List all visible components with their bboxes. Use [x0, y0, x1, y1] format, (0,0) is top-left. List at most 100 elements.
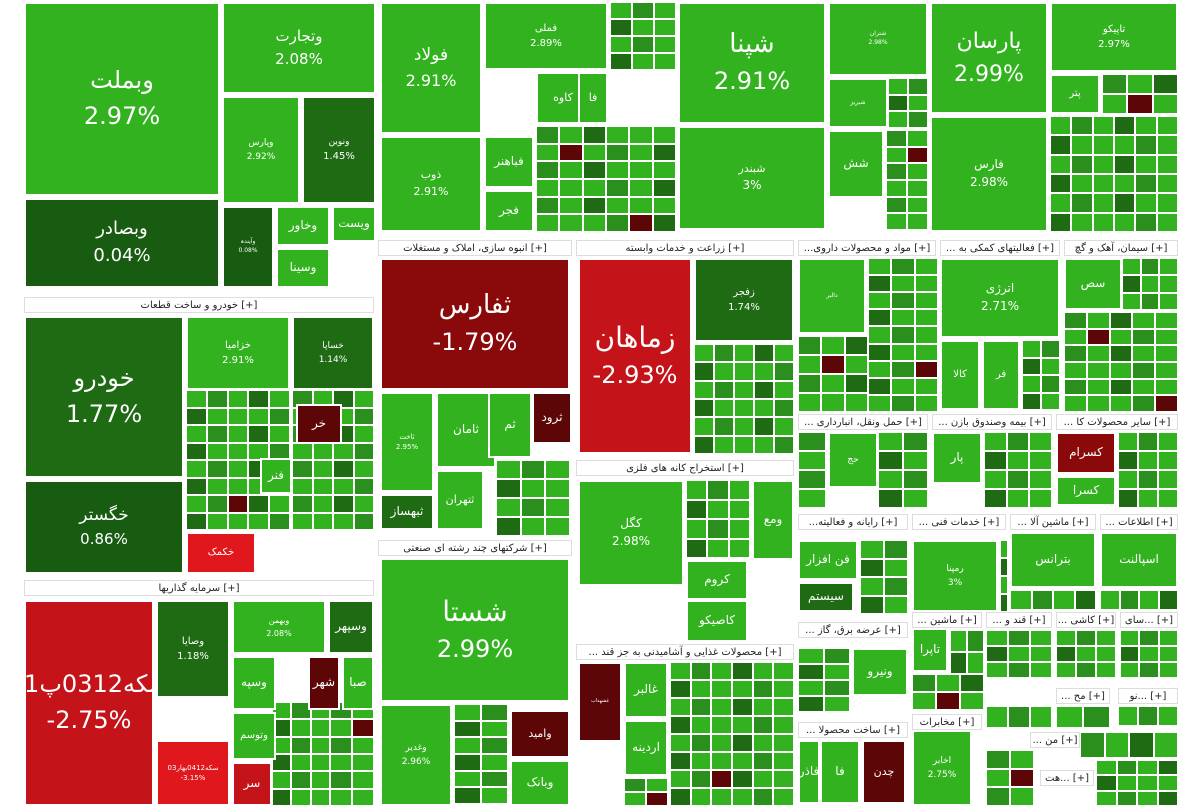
stock-cell-realestate[interactable]	[496, 479, 521, 498]
stock-cell-petchem[interactable]	[1050, 212, 1072, 232]
stock-cell-insurance[interactable]	[1006, 451, 1030, 470]
stock-cell-refinery[interactable]	[907, 180, 928, 197]
stock-cell-food[interactable]	[711, 716, 732, 734]
stock-cell-auto[interactable]	[292, 477, 313, 495]
stock-cell-agri[interactable]	[754, 435, 774, 454]
stock-cell-auto[interactable]	[227, 477, 249, 495]
stock-cell-s_hat[interactable]	[1116, 760, 1137, 776]
stock-cell-auto[interactable]	[292, 495, 313, 513]
stock-cell-misc4[interactable]	[1158, 662, 1178, 678]
stock-cell-auto[interactable]	[353, 460, 374, 478]
sector-header-rubber[interactable]: [+] ساخت محصولا ...	[798, 722, 908, 738]
stock-cell-petchem[interactable]	[1135, 154, 1157, 174]
stock-cell-transport[interactable]	[798, 489, 826, 508]
stock-cell-pharma[interactable]	[891, 360, 915, 378]
stock-cell-invest[interactable]	[272, 771, 292, 789]
stock-tile[interactable]: پار	[932, 432, 982, 484]
stock-cell-metals[interactable]	[652, 126, 676, 144]
stock-cell-pharma[interactable]	[844, 393, 868, 412]
stock-tile[interactable]: کسرام	[1056, 432, 1116, 474]
stock-cell-mining[interactable]	[707, 519, 729, 539]
stock-cell-mining[interactable]	[728, 519, 750, 539]
stock-cell-metals[interactable]	[559, 143, 583, 162]
stock-cell-othermin[interactable]	[1158, 489, 1178, 508]
stock-cell-food[interactable]	[732, 662, 753, 680]
stock-cell-mining[interactable]	[686, 538, 708, 558]
stock-cell-s_hat[interactable]	[1153, 732, 1178, 758]
stock-cell-refinery[interactable]	[886, 180, 907, 197]
stock-cell-metals[interactable]	[582, 161, 606, 179]
stock-cell-pharma[interactable]	[868, 326, 892, 344]
stock-cell-auto[interactable]	[333, 512, 354, 530]
stock-cell-pharma[interactable]	[798, 355, 822, 374]
stock-tile[interactable]: ثفارس -1.79%	[380, 258, 570, 390]
stock-cell-auto[interactable]	[206, 442, 228, 460]
stock-cell-realestate[interactable]	[520, 479, 546, 498]
stock-cell-metals[interactable]	[654, 19, 676, 36]
stock-cell-computer[interactable]	[884, 577, 908, 596]
stock-cell-auto[interactable]	[292, 460, 313, 478]
stock-cell-s_mah[interactable]	[1083, 706, 1110, 728]
stock-cell-invest[interactable]	[352, 788, 374, 806]
stock-cell-petchem[interactable]	[1071, 135, 1093, 155]
stock-cell-metals[interactable]	[629, 143, 653, 162]
stock-tile[interactable]: ونیرو	[852, 648, 908, 696]
stock-cell-othermin[interactable]	[1118, 451, 1138, 470]
stock-cell-tile[interactable]	[1056, 646, 1076, 662]
stock-tile[interactable]: شش	[828, 130, 884, 198]
stock-cell-transport[interactable]	[903, 432, 928, 451]
stock-cell-food[interactable]	[711, 752, 732, 770]
stock-cell-cement[interactable]	[1159, 258, 1178, 276]
stock-cell-misc4[interactable]	[1139, 662, 1159, 678]
stock-cell-food[interactable]	[690, 716, 712, 734]
stock-cell-metals[interactable]	[632, 19, 654, 36]
stock-cell-metals[interactable]	[582, 179, 606, 197]
stock-cell-metals[interactable]	[582, 143, 606, 162]
stock-cell-tile[interactable]	[1096, 646, 1116, 662]
stock-cell-tile[interactable]	[1096, 662, 1116, 678]
stock-cell-othermin[interactable]	[1158, 451, 1178, 470]
stock-cell-petchem[interactable]	[1156, 135, 1178, 155]
stock-cell-auto[interactable]	[186, 407, 207, 425]
stock-tile[interactable]: سص	[1064, 258, 1122, 310]
stock-tile[interactable]: وبصادر 0.04%	[24, 198, 220, 288]
stock-cell-mining[interactable]	[707, 499, 729, 519]
stock-cell-food[interactable]	[670, 680, 691, 698]
stock-tile[interactable]: ثتهران	[436, 470, 484, 530]
stock-cell-multi[interactable]	[481, 787, 508, 804]
stock-cell-support[interactable]	[1041, 375, 1060, 393]
stock-cell-machinery[interactable]	[1031, 590, 1053, 610]
stock-cell-petchem[interactable]	[1114, 154, 1136, 174]
stock-cell-computer[interactable]	[860, 558, 884, 577]
stock-cell-metals[interactable]	[654, 2, 676, 19]
stock-cell-pharma[interactable]	[914, 258, 938, 276]
stock-tile[interactable]: سکه0312پ01 -2.75%	[24, 600, 154, 806]
stock-cell-s_man[interactable]	[986, 768, 1010, 788]
stock-cell-invest[interactable]	[272, 788, 292, 806]
sector-header-it[interactable]: [+] اطلاعات ...	[1100, 514, 1178, 530]
stock-cell-auto[interactable]	[206, 495, 228, 513]
stock-cell-food[interactable]	[752, 698, 774, 716]
stock-cell-metals[interactable]	[582, 196, 606, 215]
stock-cell-petchem[interactable]	[1050, 154, 1072, 174]
stock-cell-pharma[interactable]	[821, 374, 845, 393]
stock-cell-refinery[interactable]	[886, 196, 907, 214]
stock-cell-auto[interactable]	[269, 425, 290, 443]
stock-cell-insurance[interactable]	[1006, 432, 1030, 451]
stock-cell-metals[interactable]	[536, 126, 560, 144]
stock-cell-cement[interactable]	[1064, 328, 1087, 346]
stock-cell-refinery[interactable]	[886, 213, 907, 230]
stock-cell-food[interactable]	[690, 662, 712, 680]
stock-cell-multi[interactable]	[481, 737, 508, 754]
stock-cell-sugar[interactable]	[1030, 662, 1052, 678]
stock-cell-cement[interactable]	[1155, 362, 1178, 379]
stock-cell-computer[interactable]	[884, 540, 908, 559]
stock-cell-computer[interactable]	[860, 595, 884, 614]
stock-cell-s_nu[interactable]	[1118, 706, 1138, 726]
stock-cell-agri[interactable]	[714, 344, 734, 363]
stock-cell-misc4[interactable]	[1120, 646, 1140, 662]
stock-cell-insurance[interactable]	[984, 470, 1007, 489]
stock-cell-auto[interactable]	[206, 390, 228, 408]
stock-cell-petchem[interactable]	[1156, 174, 1178, 194]
sector-header-othermin[interactable]: [+] سایر محصولات کا ...	[1056, 414, 1178, 430]
